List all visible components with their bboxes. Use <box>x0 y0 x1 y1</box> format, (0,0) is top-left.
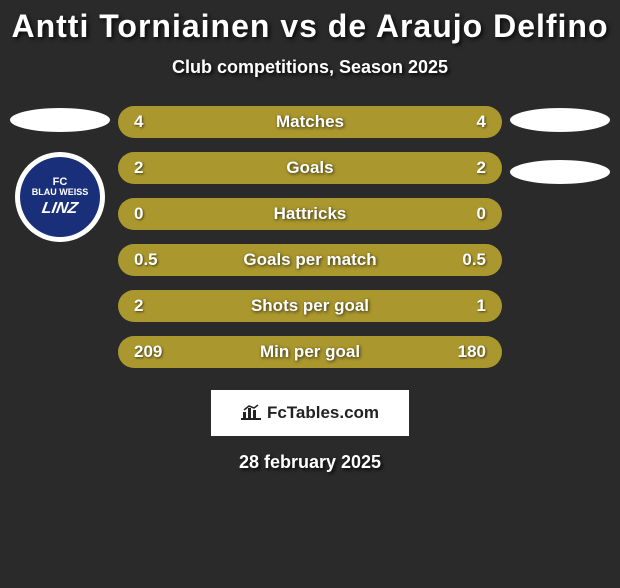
club-text-blau: BLAU WEISS <box>32 188 89 198</box>
stat-right: 4 <box>446 112 486 132</box>
date-text: 28 february 2025 <box>239 452 381 473</box>
club-logo-inner: FC BLAU WEISS LINZ <box>20 157 100 237</box>
stat-left: 2 <box>134 296 174 316</box>
stat-left: 209 <box>134 342 174 362</box>
stat-bar-goals-per-match: 0.5 Goals per match 0.5 <box>118 244 502 276</box>
left-col: FC BLAU WEISS LINZ <box>10 106 110 242</box>
stat-bar-goals: 2 Goals 2 <box>118 152 502 184</box>
stat-right: 2 <box>446 158 486 178</box>
branding-box: FcTables.com <box>211 390 409 436</box>
branding-text: FcTables.com <box>267 403 379 423</box>
footer: FcTables.com 28 february 2025 <box>10 390 610 473</box>
main-area: FC BLAU WEISS LINZ 4 Matches 4 2 Goals 2… <box>10 106 610 368</box>
right-col <box>510 106 610 184</box>
stat-label: Min per goal <box>260 342 360 362</box>
stat-label: Goals per match <box>243 250 376 270</box>
stat-bar-matches: 4 Matches 4 <box>118 106 502 138</box>
stat-label: Shots per goal <box>251 296 369 316</box>
subtitle: Club competitions, Season 2025 <box>10 57 610 78</box>
stat-label: Hattricks <box>274 204 347 224</box>
stat-left: 0 <box>134 204 174 224</box>
stat-bar-hattricks: 0 Hattricks 0 <box>118 198 502 230</box>
stat-right: 1 <box>446 296 486 316</box>
player-oval-right-2 <box>510 160 610 184</box>
stat-bar-shots-per-goal: 2 Shots per goal 1 <box>118 290 502 322</box>
stat-label: Goals <box>286 158 333 178</box>
stat-label: Matches <box>276 112 344 132</box>
stats-col: 4 Matches 4 2 Goals 2 0 Hattricks 0 0.5 … <box>118 106 502 368</box>
stat-left: 4 <box>134 112 174 132</box>
player-oval-right-1 <box>510 108 610 132</box>
stat-bar-min-per-goal: 209 Min per goal 180 <box>118 336 502 368</box>
player-oval-left <box>10 108 110 132</box>
stat-right: 180 <box>446 342 486 362</box>
page-title: Antti Torniainen vs de Araujo Delfino <box>10 8 610 45</box>
stat-left: 2 <box>134 158 174 178</box>
chart-icon <box>241 404 261 422</box>
stat-right: 0.5 <box>446 250 486 270</box>
club-logo-left: FC BLAU WEISS LINZ <box>15 152 105 242</box>
club-text-linz: LINZ <box>41 200 80 218</box>
stat-left: 0.5 <box>134 250 174 270</box>
stat-right: 0 <box>446 204 486 224</box>
